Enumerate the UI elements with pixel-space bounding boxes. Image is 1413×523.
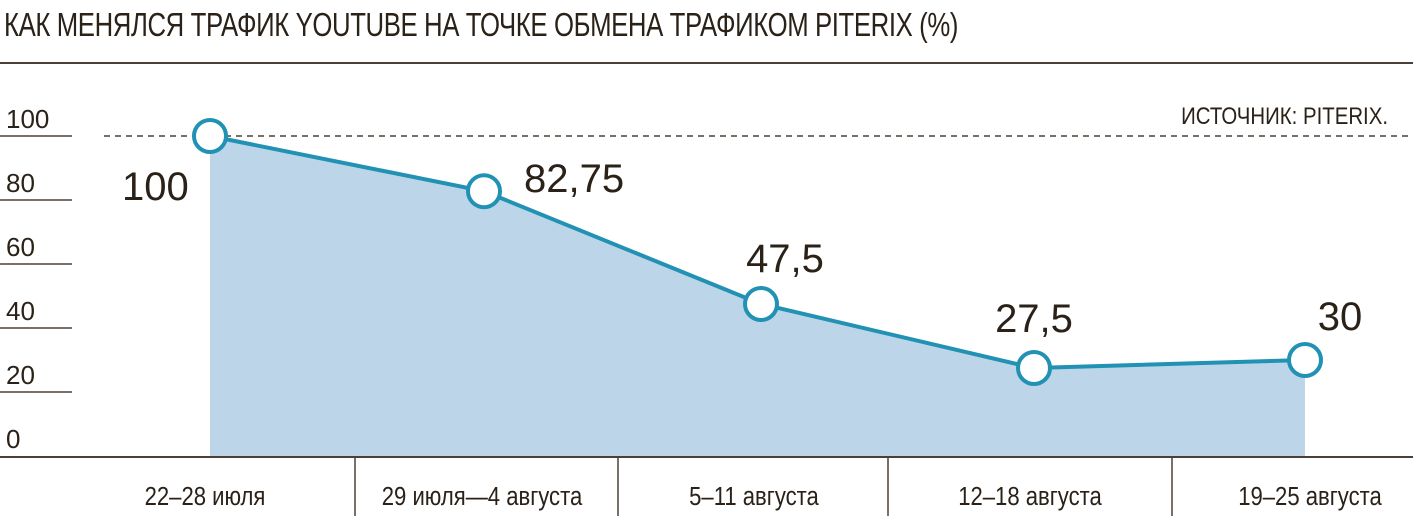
x-category-label: 22–28 июля — [145, 482, 266, 511]
value-label: 30 — [1318, 295, 1363, 339]
data-markers — [192, 118, 1323, 386]
value-label: 47,5 — [746, 237, 824, 281]
x-axis-categories: 22–28 июля 29 июля—4 августа 5–11 августа 1… — [145, 457, 1382, 516]
value-label: 27,5 — [995, 297, 1073, 341]
data-point-marker — [1016, 350, 1052, 386]
title-divider — [0, 62, 1413, 64]
y-tick-label: 20 — [6, 360, 35, 390]
data-point-marker — [466, 173, 502, 210]
x-category-label: 5–11 августа — [689, 482, 819, 511]
x-category-label: 29 июля—4 августа — [382, 482, 583, 511]
y-tick-label: 80 — [6, 168, 35, 198]
value-label: 82,75 — [524, 157, 624, 201]
x-category-label: 19–25 августа — [1238, 482, 1382, 511]
y-tick-label: 0 — [6, 424, 20, 454]
y-tick-label: 60 — [6, 232, 35, 262]
chart-title: КАК МЕНЯЛСЯ ТРАФИК YOUTUBE НА ТОЧКЕ ОБМЕ… — [4, 6, 959, 43]
source-note: ИСТОЧНИК: PITERIX. — [1181, 102, 1388, 129]
data-point-marker — [743, 286, 779, 322]
data-point-marker — [1287, 342, 1323, 378]
x-category-label: 12–18 августа — [958, 482, 1102, 511]
y-tick-label: 100 — [6, 104, 49, 134]
value-labels: 100 82,75 47,5 27,5 30 — [122, 157, 1362, 341]
data-point-marker — [192, 118, 228, 154]
value-label: 100 — [122, 165, 189, 209]
y-axis: 100 80 60 40 20 0 — [0, 104, 72, 454]
y-tick-label: 40 — [6, 296, 35, 326]
